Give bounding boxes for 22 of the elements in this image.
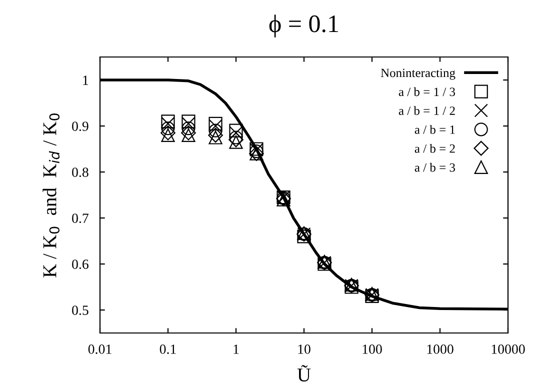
x-tick-label: 10 [298,344,310,354]
x-tick-label: 0.01 [88,344,112,354]
x-tick-label: 10000 [492,344,525,354]
legend-label: a / b = 1 / 2 [398,106,455,115]
legend-label: a / b = 2 [414,144,455,153]
legend-label: a / b = 3 [414,162,456,172]
chart-title: ϕ = 0.1 [269,14,338,38]
y-tick-label: 0.9 [72,122,88,132]
y-tick-label: 0.6 [72,260,88,270]
y-tick-label: 0.8 [72,168,88,178]
x-tick-label: 100 [362,344,382,354]
y-axis-title: K / K$_{0}$ and K$_{id}$ / K$_{0}$ [42,114,60,278]
legend-label: a / b = 1 [414,125,455,134]
x-tick-label: 1 [234,344,239,354]
y-tick-label: 0.7 [72,214,88,224]
x-tick-label: 1000 [427,344,454,354]
x-tick-label: 0.1 [160,344,176,354]
legend-label: a / b = 1 / 3 [398,87,456,96]
legend-label: Noninteracting [380,68,456,80]
x-axis-title: Ũ [297,365,311,382]
y-tick-label: 0.5 [72,306,88,316]
y-tick-label: 1 [83,76,88,85]
